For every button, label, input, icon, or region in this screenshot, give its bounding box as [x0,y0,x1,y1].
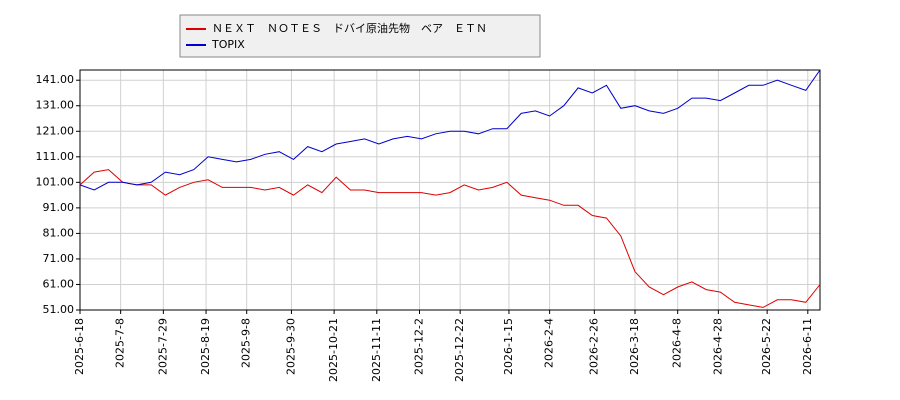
x-tick-label: 2025-7-29 [156,318,169,375]
y-tick-label: 61.00 [43,277,75,290]
x-tick-label: 2026-2-4 [543,318,556,368]
x-tick-label: 2026-6-11 [801,318,814,375]
x-tick-label: 2026-1-15 [502,318,515,375]
x-tick-label: 2026-2-26 [587,318,600,375]
y-tick-label: 131.00 [36,99,75,112]
x-tick-label: 2025-9-30 [284,318,297,375]
x-tick-label: 2025-9-8 [240,318,253,368]
y-tick-label: 91.00 [43,201,75,214]
x-tick-label: 2025-10-21 [327,318,340,382]
legend-label: ＮＥＸＴ ＮＯＴＥＳ ドバイ原油先物 ベア ＥＴＮ [212,21,487,35]
series-line [79,169,821,308]
x-tick-label: 2026-4-8 [671,318,684,368]
x-tick-label: 2026-3-18 [628,318,641,375]
y-tick-label: 111.00 [36,150,75,163]
x-tick-label: 2026-4-28 [711,318,724,375]
y-tick-label: 51.00 [43,303,75,316]
series-line [79,69,821,191]
x-tick-label: 2026-5-22 [760,318,773,375]
x-tick-label: 2025-7-8 [114,318,127,368]
x-tick-label: 2025-12-2 [413,318,426,375]
plot-frame [79,69,821,311]
legend-box [179,14,541,58]
x-tick-label: 2025-11-11 [370,318,383,382]
y-tick-label: 81.00 [43,226,75,239]
x-tick-label: 2025-8-19 [199,318,212,375]
x-tick-label: 2025-6-18 [73,318,86,375]
y-tick-label: 71.00 [43,252,75,265]
legend-label: TOPIX [211,38,245,51]
y-tick-label: 141.00 [36,73,75,86]
y-tick-label: 121.00 [36,124,75,137]
x-tick-label: 2025-12-22 [453,318,466,382]
y-tick-label: 101.00 [36,175,75,188]
